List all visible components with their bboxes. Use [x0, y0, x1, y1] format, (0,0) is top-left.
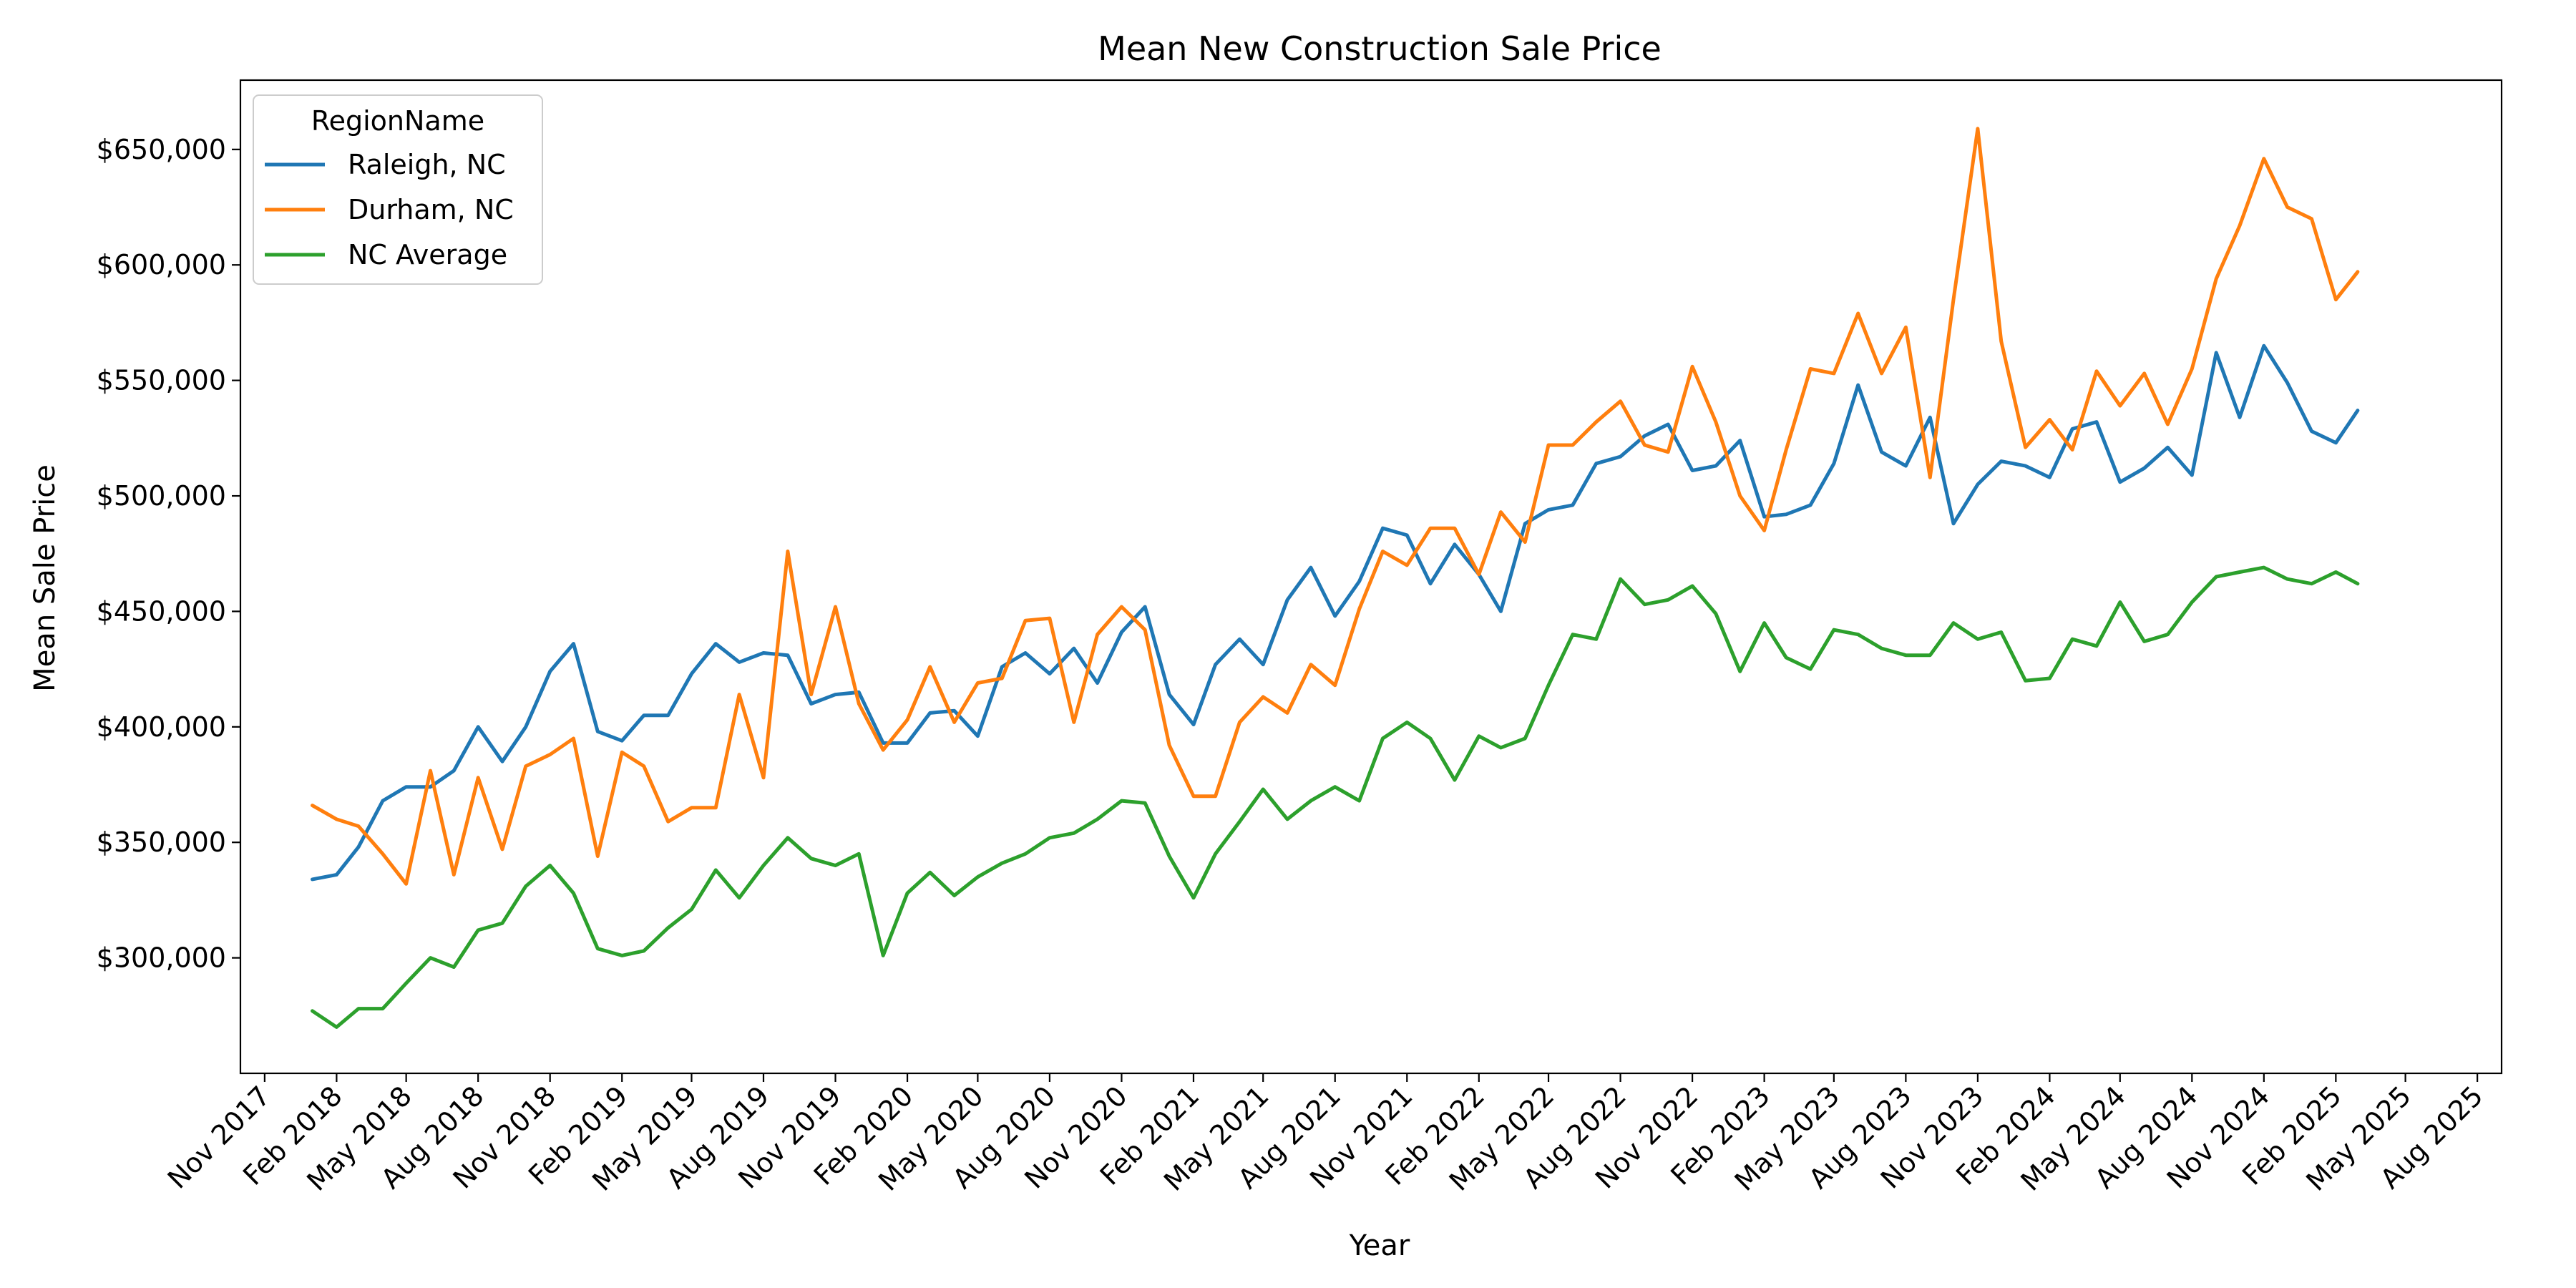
series-line: [311, 565, 2360, 1029]
chart-title: Mean New Construction Sale Price: [1098, 29, 1662, 68]
legend-title: RegionName: [311, 105, 484, 137]
y-tick-label: $550,000: [97, 365, 226, 396]
legend-items: Raleigh, NC Durham, NC NC Average: [265, 149, 514, 270]
x-axis-label: Year: [1349, 1229, 1410, 1262]
legend-label: Durham, NC: [348, 194, 514, 225]
y-tick-label: $400,000: [97, 711, 226, 743]
plot-area-frame: [239, 79, 2503, 1075]
series-nc-average: [311, 565, 2360, 1029]
y-axis-ticks: $300,000 $350,000 $400,000 $450,000 $500,000…: [97, 134, 240, 974]
series-lines: [311, 127, 2360, 1029]
legend: RegionName Raleigh, NC Durham, NC NC Avera…: [253, 94, 543, 285]
legend-label: Raleigh, NC: [348, 149, 506, 180]
series-raleigh-nc: [311, 343, 2360, 882]
y-tick-label: $650,000: [97, 134, 226, 165]
y-tick-label: $500,000: [97, 480, 226, 512]
y-axis-label: Mean Sale Price: [29, 464, 62, 692]
y-tick-label: $300,000: [97, 942, 226, 974]
y-tick-label: $600,000: [97, 249, 226, 280]
series-line: [311, 127, 2360, 886]
legend-box: [253, 94, 543, 285]
legend-label: NC Average: [348, 239, 507, 270]
y-tick-label: $350,000: [97, 826, 226, 858]
series-line: [311, 343, 2360, 882]
series-durham-nc: [311, 127, 2360, 886]
y-tick-label: $450,000: [97, 595, 226, 627]
